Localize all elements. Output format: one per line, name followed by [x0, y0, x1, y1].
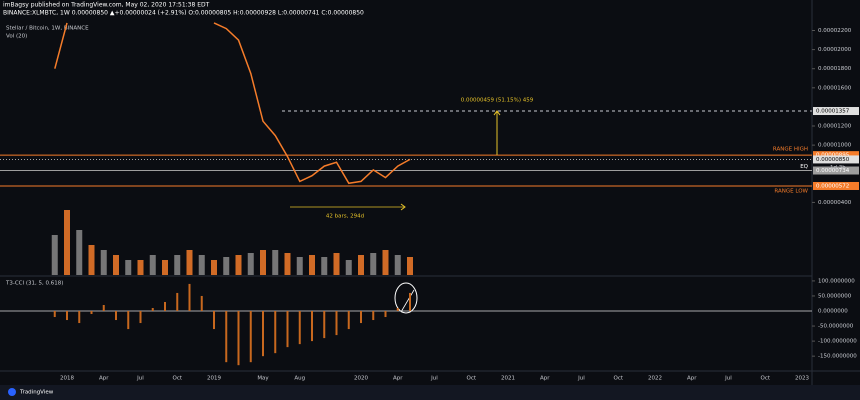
countdown-label: 1d 3h	[830, 165, 846, 171]
cci-tick-label: -100.0000000	[818, 339, 857, 345]
price-tag-label: 0.00000734	[816, 168, 850, 174]
chart-title: Stellar / Bitcoin, 1W, BINANCE	[6, 26, 89, 32]
volume-bar	[235, 255, 242, 275]
y-tick-label: 0.00001000	[818, 143, 852, 149]
x-tick-label: Apr	[393, 376, 403, 382]
x-tick-label: 2023	[795, 376, 809, 382]
x-tick-label: Oct	[613, 376, 623, 382]
x-tick-label: Aug	[294, 376, 305, 382]
x-tick-label: Jul	[724, 376, 732, 382]
publisher-line: imBagsy published on TradingView.com, Ma…	[3, 2, 210, 9]
y-tick-label: 0.00000400	[818, 200, 852, 206]
volume-bar	[407, 257, 413, 275]
x-tick-label: Jul	[577, 376, 585, 382]
volume-bar	[100, 250, 107, 275]
volume-bar	[272, 250, 279, 275]
volume-bar	[137, 260, 144, 275]
volume-bar	[113, 255, 119, 275]
volume-bar	[198, 255, 205, 275]
cci-tick-label: -50.0000000	[818, 324, 854, 330]
x-tick-label: 2021	[501, 376, 515, 382]
x-tick-label: Apr	[540, 376, 550, 382]
x-tick-label: Jul	[136, 376, 144, 382]
volume-bar	[125, 260, 132, 275]
x-tick-label: Apr	[687, 376, 697, 382]
level-label: RANGE LOW	[774, 188, 808, 194]
circle-annotation	[394, 282, 418, 314]
volume-bar	[321, 257, 328, 275]
arrow-head	[493, 110, 501, 116]
volume-bar	[370, 253, 377, 275]
level-label: EQ	[800, 164, 808, 170]
x-tick-label: 2022	[648, 376, 662, 382]
volume-bar	[64, 210, 70, 275]
cci-tick-label: -150.0000000	[818, 354, 857, 360]
y-tick-label: 0.00001800	[818, 66, 852, 72]
x-tick-label: 2020	[354, 376, 368, 382]
price-line	[54, 22, 411, 185]
x-tick-label: Oct	[172, 376, 182, 382]
logo	[8, 388, 16, 396]
price-tag	[813, 107, 859, 116]
volume-bar	[309, 255, 315, 275]
volume-bar	[162, 260, 168, 275]
price-tag	[813, 155, 859, 164]
y-tick-label: 0.00002000	[818, 47, 852, 53]
cci-tick-label: 100.0000000	[818, 278, 855, 284]
x-tick-label: Oct	[466, 376, 476, 382]
y-tick-label: 0.00001600	[818, 85, 852, 91]
range-label: 42 bars, 294d	[326, 214, 364, 220]
volume-bar	[186, 250, 193, 275]
target-price-label: 0.00001357	[816, 109, 850, 115]
volume-bar	[149, 255, 156, 275]
volume-bar	[345, 260, 352, 275]
volume-bar	[247, 253, 254, 275]
volume-bar	[174, 255, 181, 275]
volume-bar	[284, 253, 291, 275]
x-tick-label: Apr	[99, 376, 109, 382]
cci-label: T3-CCI (31, 5, 0.618)	[5, 281, 63, 287]
x-tick-label: 2018	[60, 376, 74, 382]
volume-bar	[260, 250, 266, 275]
volume-bar	[211, 260, 217, 275]
price-tag	[813, 166, 859, 175]
volume-bar	[223, 257, 230, 275]
measure-label: 0.00000459 (51.15%) 459	[461, 98, 534, 104]
cci-tick-label: 50.0000000	[818, 293, 852, 299]
last-price-label: 0.00000850	[816, 157, 850, 163]
volume-bar	[358, 255, 364, 275]
x-tick-label: Jul	[430, 376, 438, 382]
volume-bar	[51, 235, 58, 275]
volume-bar	[394, 255, 401, 275]
volume-bar	[333, 253, 340, 275]
footer-bar	[0, 385, 860, 400]
x-tick-label: May	[257, 376, 269, 382]
trend-annotation	[400, 289, 415, 313]
symbol-line: BINANCE:XLMBTC, 1W 0.00000850 ▲+0.000000…	[3, 10, 364, 17]
price-tag-label: 0.00000572	[816, 183, 849, 189]
volume-bar	[88, 245, 95, 275]
level-label: RANGE HIGH	[773, 147, 808, 153]
price-tag	[813, 151, 859, 160]
y-tick-label: 0.00001200	[818, 124, 852, 130]
y-tick-label: 0.00002200	[818, 28, 852, 34]
x-tick-label: Oct	[760, 376, 770, 382]
volume-bar	[382, 250, 389, 275]
cci-tick-label: 0.0000000	[818, 309, 848, 315]
volume-bar	[296, 257, 303, 275]
volume-bar	[76, 230, 83, 275]
price-tag	[813, 181, 859, 190]
footer-brand: TradingView	[19, 390, 54, 396]
x-tick-label: 2019	[207, 376, 221, 382]
arrow-head	[400, 203, 406, 211]
volume-label: Vol (20)	[6, 34, 27, 40]
